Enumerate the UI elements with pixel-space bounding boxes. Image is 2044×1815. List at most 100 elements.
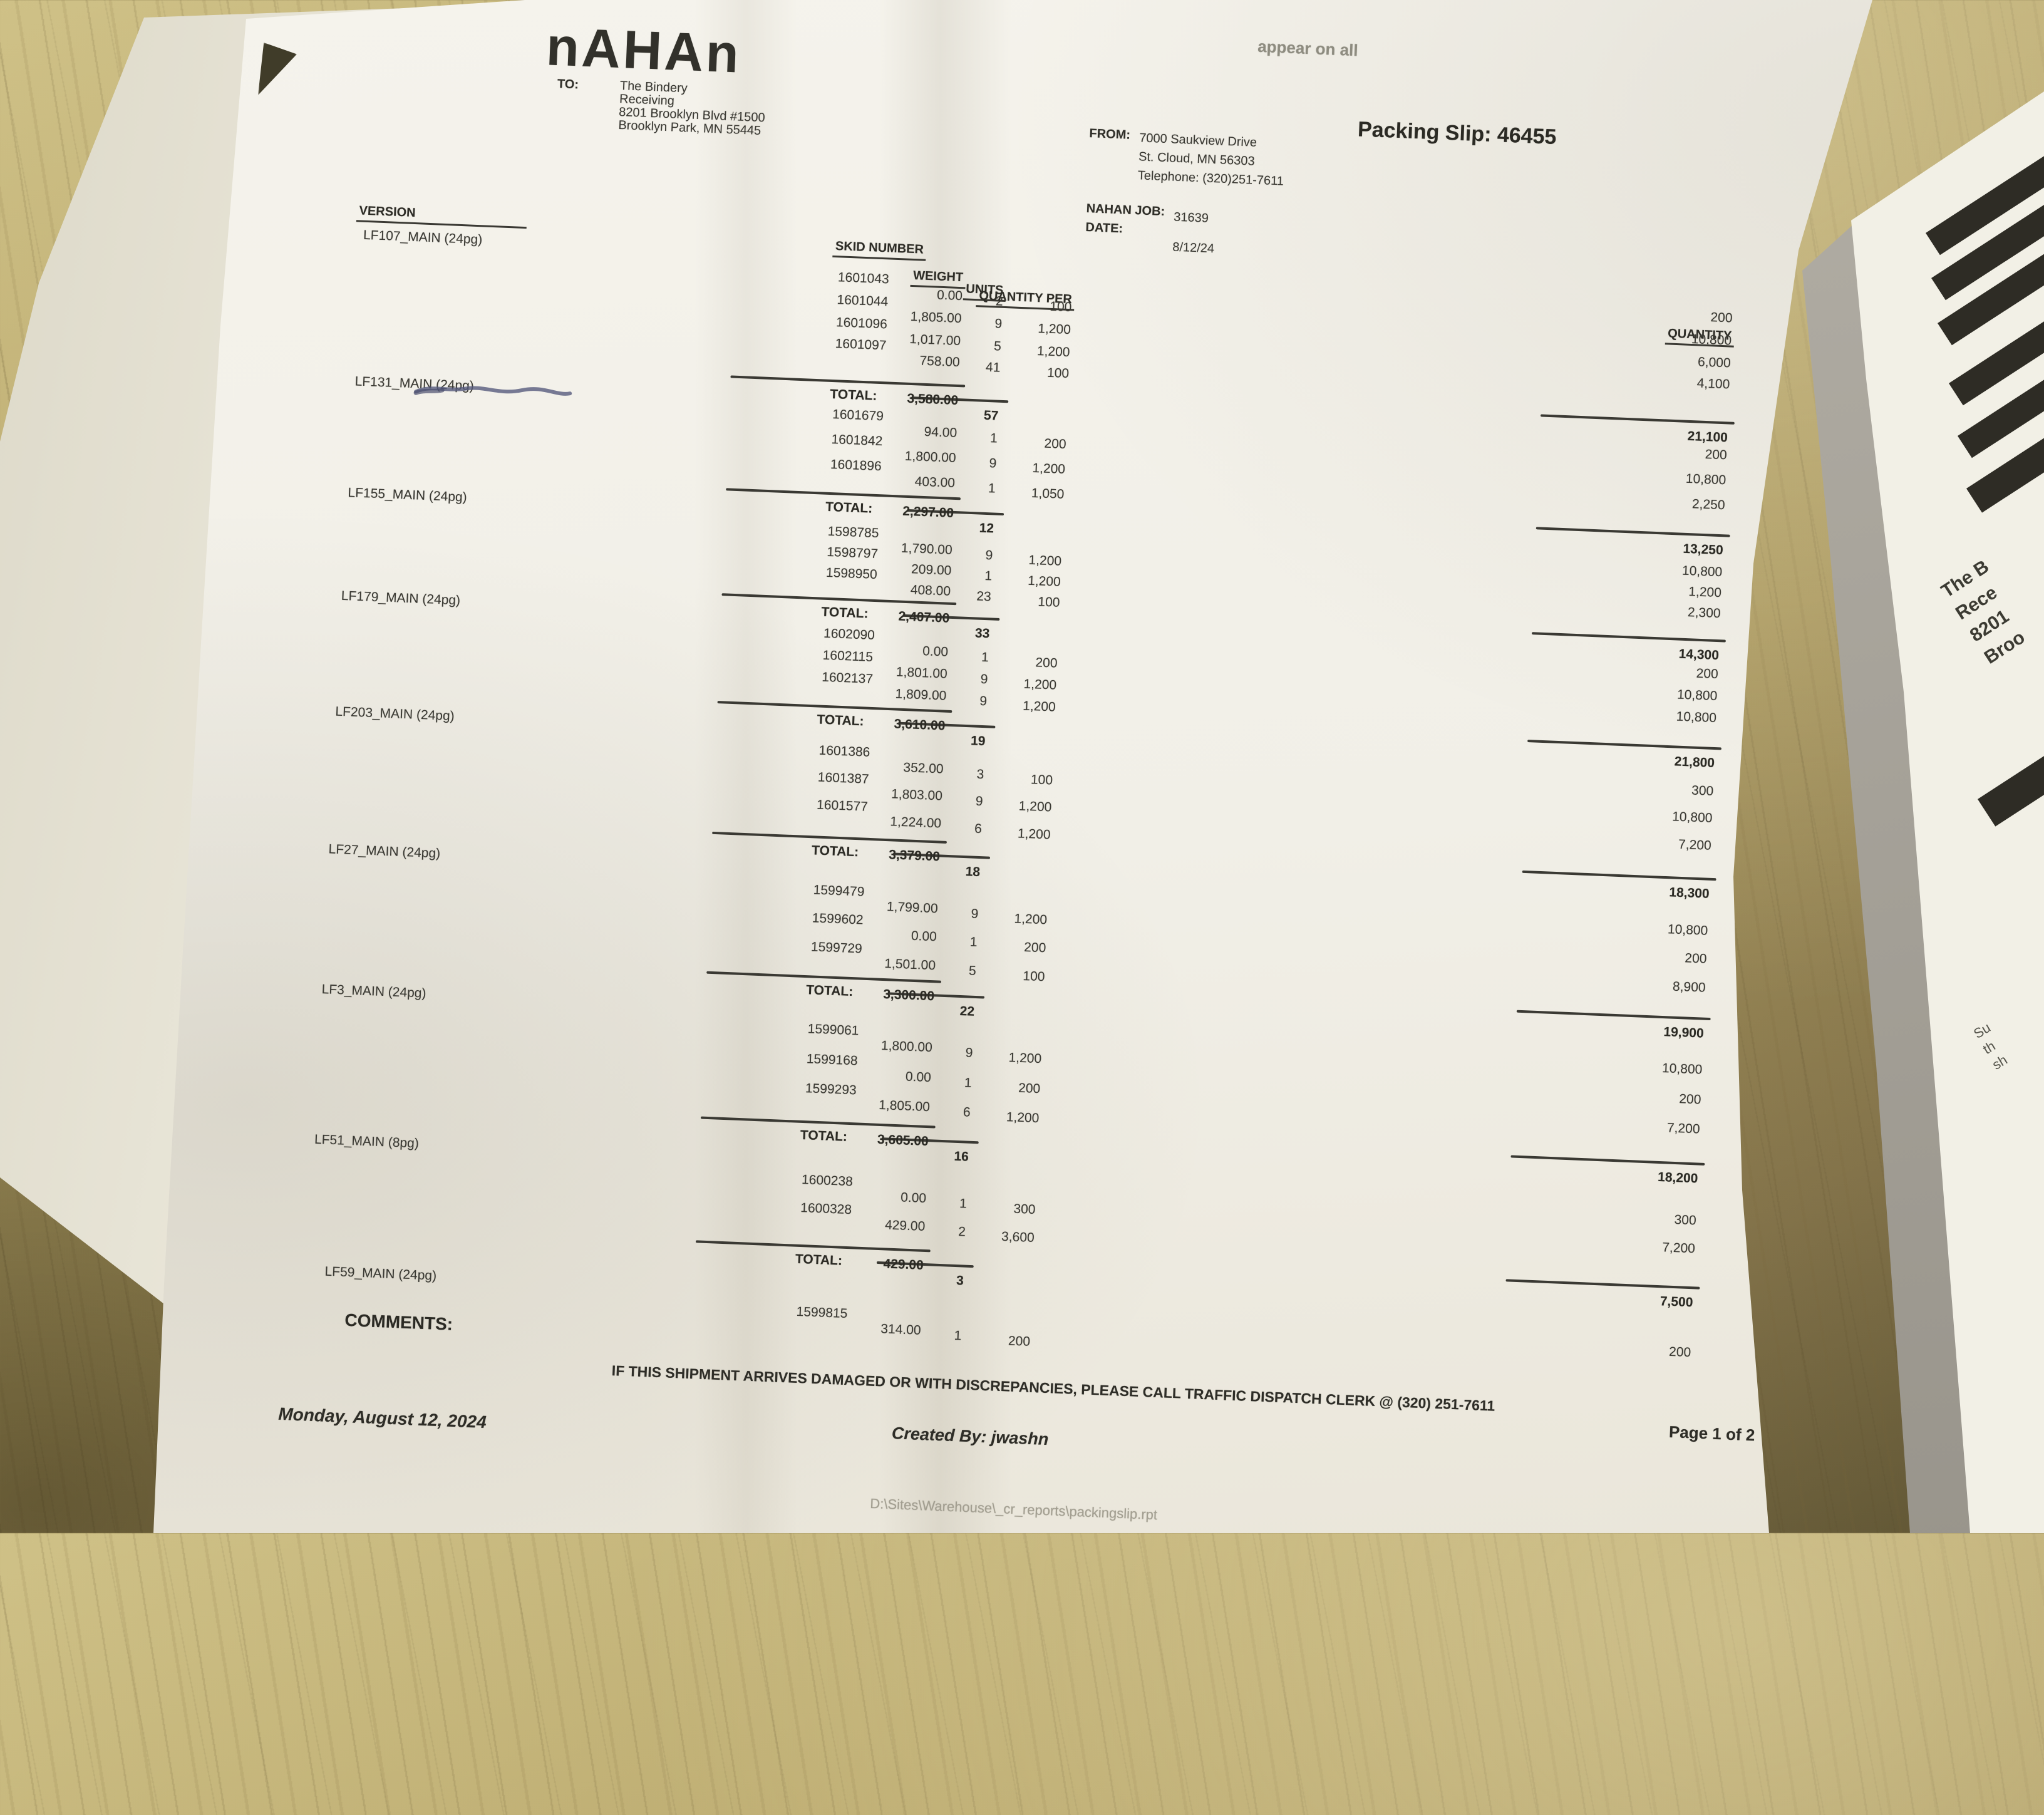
qty-per-value: 200 — [1035, 655, 1058, 671]
qty-per-value: 100 — [1050, 299, 1072, 315]
column-header-weight: WEIGHT — [910, 269, 966, 289]
qty-value: 1,200 — [1688, 584, 1721, 601]
qty-value: 7,200 — [1678, 837, 1711, 854]
right-paper-address-fragment: The B Rece 8201 Broo — [1936, 554, 2037, 671]
weight-value: 1,805.00 — [910, 309, 962, 326]
qty-value: 200 — [1685, 951, 1707, 966]
footer-page-number: Page 1 of 2 — [1668, 1422, 1755, 1445]
qty-value: 7,200 — [1662, 1240, 1695, 1256]
units-value: 1 — [954, 1328, 962, 1343]
qty-per-value: 1,200 — [1023, 699, 1056, 715]
to-address: The Bindery Receiving 8201 Brooklyn Blvd… — [618, 80, 766, 138]
pen-scribble — [412, 379, 576, 404]
units-value: 9 — [989, 456, 997, 471]
total-rule — [1532, 632, 1726, 642]
units-value: 9 — [965, 1045, 973, 1060]
weight-value: 314.00 — [880, 1321, 921, 1338]
qty-value: 10,800 — [1672, 809, 1713, 826]
qty-per-value: 1,200 — [1008, 1050, 1041, 1067]
total-label: TOTAL: — [800, 1128, 847, 1145]
skid-number: 1599602 — [812, 911, 864, 928]
units-value: 9 — [979, 694, 988, 709]
qty-per-value: 1,200 — [1018, 799, 1051, 815]
total-units: 19 — [971, 733, 986, 749]
total-weight: 429.00 — [883, 1256, 924, 1273]
total-units: 12 — [979, 521, 994, 537]
units-value: 9 — [980, 672, 988, 687]
version-label: LF59_MAIN (24pg) — [324, 1264, 436, 1284]
footer-created-by: Created By: jwashn — [891, 1424, 1049, 1449]
disclaimer-text: IF THIS SHIPMENT ARRIVES DAMAGED OR WITH… — [380, 1353, 1726, 1424]
qty-value: 200 — [1669, 1345, 1691, 1360]
total-weight: 3,605.00 — [877, 1132, 929, 1149]
skid-number: 1601577 — [817, 798, 869, 815]
qty-per-value: 1,200 — [1028, 553, 1061, 569]
weight-value: 1,800.00 — [904, 449, 956, 466]
qty-per-value: 3,600 — [1001, 1229, 1035, 1246]
total-rule — [696, 1240, 931, 1252]
weight-value: 1,801.00 — [896, 664, 948, 681]
skid-number: 1602137 — [822, 670, 874, 687]
total-rule — [701, 1116, 936, 1128]
total-units: 18 — [965, 864, 980, 880]
weight-value: 94.00 — [924, 425, 957, 441]
skid-number: 1601386 — [818, 743, 870, 760]
nahan-logo-partial-right: nA — [1883, 63, 1997, 170]
qty-value: 200 — [1710, 310, 1733, 326]
units-value: 5 — [994, 339, 1002, 354]
skid-number: 1598785 — [827, 524, 879, 541]
weight-value: 1,017.00 — [909, 332, 961, 349]
skid-number: 1601387 — [817, 770, 869, 787]
total-qty: 21,100 — [1687, 429, 1728, 446]
total-qty: 14,300 — [1678, 647, 1719, 664]
units-value: 1 — [969, 935, 978, 950]
skid-number: 1599168 — [806, 1052, 858, 1068]
job-label: NAHAN JOB: — [1086, 202, 1165, 219]
qty-per-value: 200 — [1024, 940, 1046, 956]
units-value: 3 — [976, 767, 984, 782]
weight-value: 209.00 — [911, 562, 952, 579]
total-label: TOTAL: — [812, 843, 859, 860]
units-value: 5 — [969, 963, 977, 978]
total-weight: 3,580.00 — [907, 391, 959, 408]
qty-per-value: 1,200 — [1006, 1110, 1039, 1126]
version-label: LF155_MAIN (24pg) — [348, 485, 467, 505]
units-value: 1 — [990, 431, 998, 446]
qty-per-value: 1,200 — [1023, 677, 1056, 693]
version-label: LF3_MAIN (24pg) — [321, 982, 426, 1001]
qty-per-value: 1,200 — [1038, 321, 1071, 338]
skid-number: 1601679 — [832, 407, 884, 424]
qty-value: 10,800 — [1677, 688, 1718, 705]
total-rule — [1522, 871, 1716, 881]
qty-per-value: 1,200 — [1028, 574, 1061, 590]
weight-value: 403.00 — [914, 474, 955, 491]
qty-value: 300 — [1674, 1213, 1696, 1228]
total-units: 57 — [983, 408, 998, 424]
weight-value: 1,799.00 — [886, 899, 938, 916]
total-units: 22 — [959, 1004, 974, 1020]
qty-per-value: 200 — [1008, 1333, 1031, 1349]
qty-per-value: 1,200 — [1018, 826, 1051, 842]
skid-number: 1601096 — [836, 315, 888, 332]
skid-number: 1601896 — [830, 457, 882, 474]
total-label: TOTAL: — [825, 500, 873, 517]
qty-value: 2,250 — [1691, 497, 1725, 513]
qty-per-value: 100 — [1023, 969, 1045, 985]
right-paper-text-fragment: Su th sh — [1970, 1018, 2013, 1073]
skid-number: 1601097 — [835, 336, 887, 353]
total-label: TOTAL: — [821, 605, 869, 622]
total-qty: 7,500 — [1659, 1294, 1693, 1310]
total-rule — [706, 971, 941, 983]
total-units: 3 — [956, 1273, 964, 1288]
qty-value: 10,800 — [1676, 709, 1716, 726]
skid-number: 1601842 — [831, 432, 883, 449]
footer-report-path: D:\Sites\Warehouse\_cr_reports\packingsl… — [870, 1496, 1158, 1523]
weight-value: 1,800.00 — [881, 1038, 933, 1055]
version-label: LF107_MAIN (24pg) — [363, 228, 483, 248]
total-label: TOTAL: — [830, 387, 877, 404]
qty-value: 300 — [1691, 783, 1714, 799]
qty-per-value: 300 — [1013, 1202, 1036, 1218]
weight-value: 0.00 — [905, 1070, 931, 1086]
total-rule — [1527, 740, 1721, 750]
